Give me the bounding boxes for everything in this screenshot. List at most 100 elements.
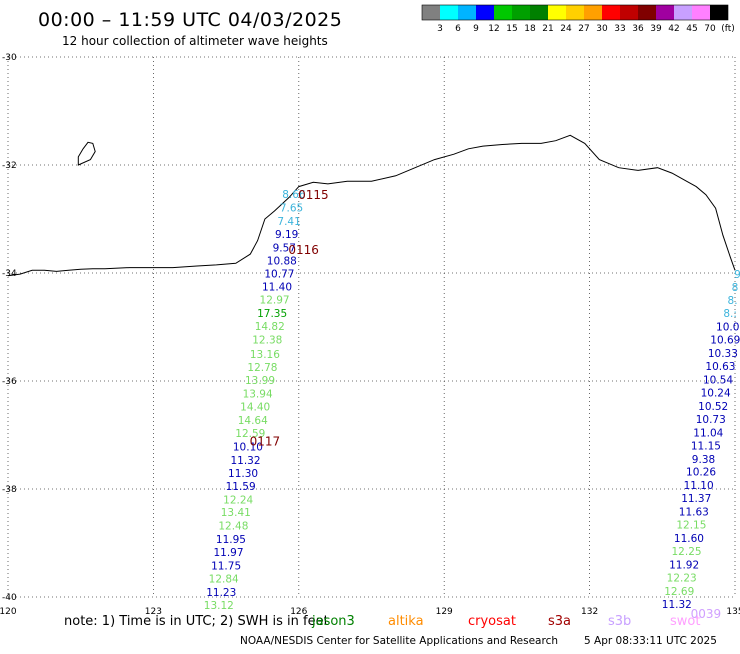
color-scale-swatch [512,5,530,20]
swh-value: 12.38 [252,334,282,346]
satellite-name-cryosat: cryosat [468,614,516,629]
map-plot-area: 8.66 7.657.419.19 9.5710.8810.7711.4012.97… [0,53,740,621]
swh-value: 10.63 [705,361,735,373]
color-scale-label: 3 [437,24,443,34]
color-scale-label: 45 [686,24,697,34]
swh-value: 9 [734,269,740,281]
color-scale-legend: 3 6 9 12 15 18 21 24 27 30 33 36 39 42 45 70 (ft) [421,4,735,34]
longitude-tick-label: 126 [290,607,307,617]
color-scale-border [421,4,729,21]
pass-labels: 0115 0116 0117 0039 [250,188,722,621]
color-scale-label: 6 [455,24,461,34]
note-text: note: 1) Time is in UTC; 2) SWH is in fe… [64,614,329,629]
swh-value: 11.15 [691,440,721,452]
axis-tick-labels: -30 -32 -34 -36 -38 -40 120 123 126 129 132 135 [0,53,740,617]
color-scale-label: 21 [542,24,553,34]
satellite-name-swot: swot [670,614,700,629]
swh-value: 8.66 [282,189,306,201]
swh-value: 14.82 [255,321,285,333]
color-scale-swatch [476,5,494,20]
latitude-tick-label: -40 [2,593,17,603]
pass-time-label: 0116 [288,243,319,257]
swh-value: 12.15 [676,520,706,532]
pass-time-label: 0117 [250,434,281,448]
color-scale-label: 18 [524,24,536,34]
swh-value: 11.23 [206,587,236,599]
swh-value: 10.24 [701,387,731,399]
color-scale-swatch [530,5,548,20]
satellite-name-s3a: s3a [548,614,571,629]
color-scale-swatch [458,5,476,20]
swh-value: 12.69 [664,586,694,598]
color-scale-label: 39 [650,24,662,34]
color-scale-swatch [566,5,584,20]
swh-value: 11.32 [662,599,692,611]
latitude-tick-label: -34 [2,269,17,279]
color-scale-swatch [674,5,692,20]
swh-value: 11.10 [684,480,714,492]
pass-time-label: 0115 [298,188,329,202]
swh-value: 11.59 [226,481,256,493]
swh-value: 11.63 [679,507,709,519]
color-scale-swatch [548,5,566,20]
satellite-name-jason3: jason3 [311,614,355,629]
color-scale-swatch [692,5,710,20]
map-subtitle: 12 hour collection of altimeter wave hei… [62,34,328,48]
swh-value: 12.84 [209,574,239,586]
swh-value: 8. [728,295,738,307]
swh-value: 9.38 [692,454,715,466]
swh-value: 12.59 [235,428,265,440]
color-scale-label: 27 [578,24,589,34]
color-scale-swatch [584,5,602,20]
longitude-tick-label: 120 [0,607,17,617]
swh-value: 12.97 [260,294,290,306]
coastline [7,134,736,277]
swh-value: 13.12 [204,600,234,612]
color-scale-label: 42 [668,24,679,34]
swh-value: 8.: [723,308,737,320]
swh-value: 11.40 [262,282,292,294]
color-scale-label: 24 [560,24,572,34]
swh-value: 10.10 [233,441,263,453]
swh-value: 10.69 [710,334,740,346]
swh-value: 10.26 [686,467,716,479]
color-scale-label: 9 [473,24,479,34]
color-scale-swatch [602,5,620,20]
color-scale-swatch [656,5,674,20]
swh-value: 8 [732,282,739,294]
swh-value: 12.48 [218,521,248,533]
swh-value: 13.94 [243,388,273,400]
swh-value: 10.88 [267,256,297,268]
swh-value: 11.75 [211,561,241,573]
island-outline [77,141,96,166]
swh-value: 11.30 [228,468,258,480]
swh-value: 10.77 [264,269,294,281]
satellite-legend: jason3 altika cryosat s3a s3b swot [311,614,700,629]
color-scale-swatch [422,5,440,20]
swh-value: 9.57 [273,243,296,255]
swh-value: 13.16 [250,349,280,361]
swh-value: 10.73 [696,414,726,426]
swh-value: 11.92 [669,560,699,572]
color-scale-label: 70 [704,24,716,34]
swh-value: 10.0 [716,321,739,333]
swh-value: 10.33 [708,348,738,360]
latitude-tick-label: -30 [2,53,17,63]
swh-value: 12.78 [247,362,277,374]
swh-value: 10.54 [703,374,733,386]
swh-value: 12.24 [223,494,253,506]
swh-value: 12.23 [667,573,697,585]
swh-value: 11.60 [674,533,704,545]
longitude-tick-label: 135 [726,607,740,617]
color-scale-label: (ft) [721,24,735,34]
swh-value: 11.32 [230,455,260,467]
color-scale-label: 30 [596,24,608,34]
landmass [7,134,736,277]
swh-value: 9.19 [275,229,298,241]
footer-credit: NOAA/NESDIS Center for Satellite Applica… [240,635,558,647]
footer-timestamp: 5 Apr 08:33:11 UTC 2025 [584,635,717,647]
swh-observations: 8.66 7.657.419.19 9.5710.8810.7711.4012.97… [204,189,740,612]
color-scale-swatch [620,5,638,20]
